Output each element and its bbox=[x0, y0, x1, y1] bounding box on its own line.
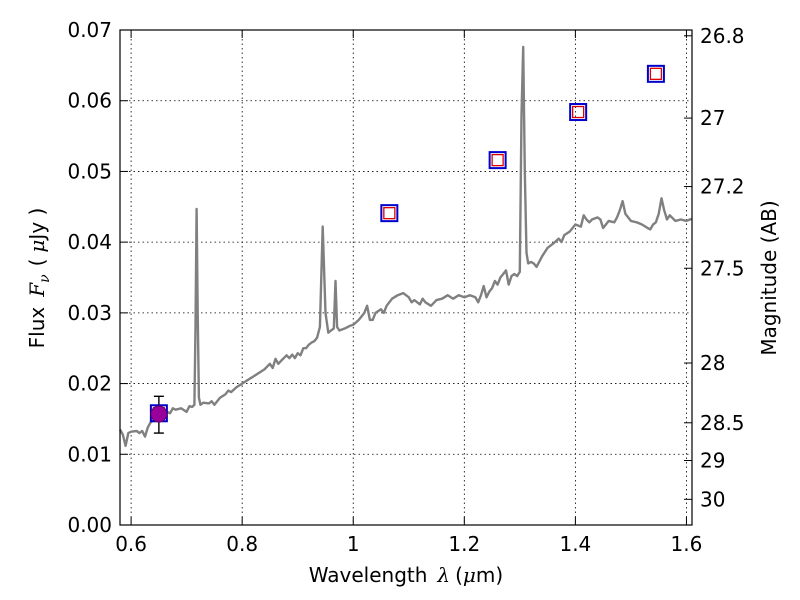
observed-point bbox=[150, 405, 168, 423]
y-tick-label: 0.07 bbox=[67, 18, 112, 42]
y2-tick-label: 26.8 bbox=[700, 24, 745, 48]
y-tick-label: 0.06 bbox=[67, 89, 112, 113]
model-square-inner bbox=[572, 105, 585, 119]
x-tick-label: 1.4 bbox=[559, 532, 591, 556]
model-square-outer bbox=[488, 151, 507, 170]
model-square-inner bbox=[491, 153, 504, 167]
y-tick-label: 0.01 bbox=[67, 442, 112, 466]
model-square-inner bbox=[649, 67, 663, 80]
x-tick-label: 1 bbox=[347, 532, 360, 556]
y-axis-title: FluxFν(μJy ) bbox=[25, 208, 53, 349]
y2-tick-label: 27 bbox=[700, 106, 725, 130]
photometry-points bbox=[149, 64, 665, 434]
model-square-outer bbox=[569, 103, 588, 122]
y-tick-label: 0.03 bbox=[67, 301, 112, 325]
grid-lines bbox=[120, 30, 692, 525]
y2-tick-label: 27.2 bbox=[700, 175, 745, 199]
y-tick-label: 0.02 bbox=[67, 372, 112, 396]
model-square-outer bbox=[380, 204, 399, 223]
x-tick-label: 1.2 bbox=[448, 532, 480, 556]
axis-ticks: 0.6 0.8 1 1.2 1.4 1.6 0.00 0.01 0.02 0.03 0.04 0.05… bbox=[67, 18, 744, 556]
y2-tick-label: 27.5 bbox=[700, 256, 745, 280]
x-tick-label: 0.6 bbox=[115, 532, 147, 556]
y-tick-label: 0.00 bbox=[67, 513, 112, 537]
model-square-outer bbox=[646, 64, 665, 83]
spectrum-series bbox=[118, 45, 693, 447]
y2-tick-label: 29 bbox=[700, 449, 725, 473]
plot-frame bbox=[119, 29, 693, 526]
y-tick-label: 0.04 bbox=[67, 230, 112, 254]
x-axis-title: Wavelength λ (μm) bbox=[309, 563, 503, 587]
y2-tick-label: 28 bbox=[700, 351, 725, 375]
y2-axis-title: Magnitude (AB) bbox=[757, 200, 781, 355]
y2-tick-label: 28.5 bbox=[700, 411, 745, 435]
y-tick-label: 0.05 bbox=[67, 159, 112, 183]
x-tick-label: 0.8 bbox=[226, 532, 258, 556]
spectrum-line bbox=[118, 45, 693, 447]
x-tick-label: 1.6 bbox=[671, 532, 703, 556]
y2-tick-label: 30 bbox=[700, 487, 725, 511]
model-square-inner bbox=[383, 206, 396, 220]
